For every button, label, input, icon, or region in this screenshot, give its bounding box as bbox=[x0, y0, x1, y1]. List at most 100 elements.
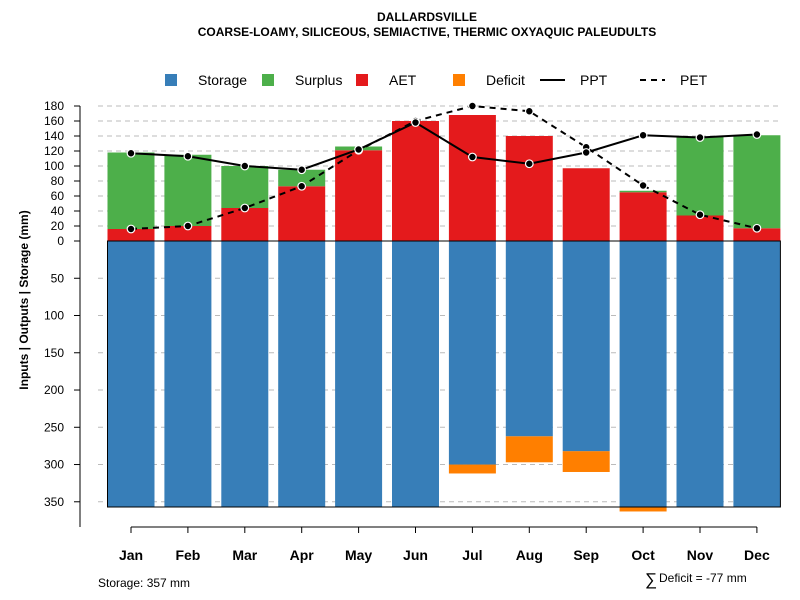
bars bbox=[107, 115, 781, 512]
ppt-point bbox=[411, 118, 420, 127]
deficit-footer: Deficit = -77 mm bbox=[659, 571, 747, 585]
y-tick-label: 20 bbox=[51, 219, 65, 233]
y-tick-label: 80 bbox=[51, 174, 65, 188]
storage-bar bbox=[392, 241, 439, 507]
storage-bar bbox=[107, 241, 155, 507]
y-tick-label: 200 bbox=[44, 383, 64, 397]
pet-point bbox=[468, 101, 477, 111]
aet-bar bbox=[562, 168, 610, 241]
storage-bar bbox=[221, 241, 269, 507]
y-tick-label: 100 bbox=[44, 159, 64, 173]
x-tick-label: Oct bbox=[631, 547, 655, 563]
y-tick-label: 250 bbox=[44, 420, 64, 434]
aet-bar bbox=[164, 226, 212, 241]
storage-bar bbox=[164, 241, 212, 507]
x-tick-label: Aug bbox=[516, 547, 543, 563]
aet-bar bbox=[619, 192, 667, 241]
y-axis-label: Inputs | Outputs | Storage (mm) bbox=[17, 210, 31, 389]
y-tick-label: 60 bbox=[51, 189, 65, 203]
sum-symbol: ∑ bbox=[645, 570, 657, 589]
ppt-point bbox=[468, 152, 477, 162]
storage-bar bbox=[278, 241, 326, 507]
y-tick-label: 120 bbox=[44, 144, 64, 158]
x-tick-label: Jul bbox=[462, 547, 482, 563]
surplus-bar bbox=[107, 152, 155, 229]
ppt-point bbox=[695, 133, 705, 142]
x-tick-label: Nov bbox=[687, 547, 714, 563]
pet-point bbox=[240, 203, 250, 213]
ppt-point bbox=[240, 161, 250, 171]
legend-swatch bbox=[165, 74, 177, 86]
y-tick-label: 150 bbox=[44, 346, 64, 360]
pet-point bbox=[126, 224, 136, 234]
y-tick-label: 50 bbox=[51, 271, 65, 285]
y-tick-label: 0 bbox=[57, 234, 64, 248]
y-tick-label: 350 bbox=[44, 495, 64, 509]
x-tick-label: Mar bbox=[232, 547, 257, 563]
y-tick-label: 140 bbox=[44, 129, 64, 143]
x-tick-label: May bbox=[345, 547, 372, 563]
y-tick-label: 160 bbox=[44, 114, 64, 128]
legend-label: Surplus bbox=[295, 72, 342, 88]
ppt-point bbox=[354, 145, 364, 154]
axes: 0204060801001201401601805010015020025030… bbox=[44, 99, 770, 563]
legend-swatch bbox=[453, 74, 465, 86]
y-tick-label: 180 bbox=[44, 99, 64, 113]
ppt-point bbox=[752, 130, 762, 139]
deficit-bar bbox=[562, 451, 610, 472]
legend-label: Deficit bbox=[486, 72, 525, 88]
y-tick-label: 300 bbox=[44, 458, 64, 472]
x-tick-label: Feb bbox=[175, 547, 200, 563]
aet-bar bbox=[505, 136, 553, 241]
aet-bar bbox=[733, 228, 781, 241]
pet-point bbox=[638, 181, 648, 190]
aet-bar bbox=[335, 150, 383, 241]
surplus-bar bbox=[619, 190, 667, 193]
x-tick-label: Jan bbox=[119, 547, 143, 563]
storage-capacity-outline bbox=[107, 240, 781, 508]
storage-bar bbox=[335, 241, 383, 507]
storage-bar bbox=[505, 241, 553, 437]
legend-swatch bbox=[262, 74, 274, 86]
x-tick-label: Sep bbox=[573, 547, 599, 563]
deficit-bar bbox=[448, 464, 496, 474]
y-tick-label: 40 bbox=[51, 204, 65, 218]
surplus-bar bbox=[164, 154, 212, 226]
y-tick-label: 100 bbox=[44, 309, 64, 323]
pet-point bbox=[695, 210, 705, 220]
ppt-line bbox=[130, 121, 757, 171]
legend-label: PPT bbox=[580, 72, 608, 88]
storage-bar bbox=[448, 241, 496, 465]
ppt-point bbox=[638, 130, 648, 140]
deficit-bar bbox=[505, 436, 553, 463]
legend-label: Storage bbox=[198, 72, 247, 88]
aet-bar bbox=[448, 115, 496, 241]
aet-bar bbox=[392, 121, 439, 241]
ppt-point bbox=[126, 148, 136, 158]
chart-subtitle: COARSE-LOAMY, SILICEOUS, SEMIACTIVE, THE… bbox=[198, 25, 656, 39]
ppt-point bbox=[524, 159, 534, 169]
surplus-bar bbox=[676, 136, 724, 216]
deficit-bar bbox=[619, 507, 667, 512]
pet-point bbox=[524, 106, 534, 116]
aet-bar bbox=[107, 229, 155, 241]
legend-swatch bbox=[356, 74, 368, 86]
legend: Storage Surplus AET Deficit PPT PET bbox=[165, 72, 708, 88]
x-tick-label: Jun bbox=[403, 547, 428, 563]
pet-point bbox=[297, 181, 307, 191]
pet-point bbox=[752, 223, 762, 233]
storage-footer: Storage: 357 mm bbox=[98, 576, 190, 590]
aet-bar bbox=[278, 186, 326, 241]
aet-bar bbox=[676, 215, 724, 241]
storage-bar bbox=[562, 241, 610, 452]
surplus-bar bbox=[733, 135, 781, 229]
legend-label: AET bbox=[389, 72, 417, 88]
ppt-point bbox=[581, 148, 591, 157]
storage-bar bbox=[733, 241, 781, 507]
chart-title: DALLARDSVILLE bbox=[377, 10, 477, 24]
storage-bar bbox=[676, 241, 724, 507]
x-tick-label: Dec bbox=[744, 547, 770, 563]
series-lines bbox=[126, 101, 762, 234]
ppt-point bbox=[297, 165, 307, 175]
